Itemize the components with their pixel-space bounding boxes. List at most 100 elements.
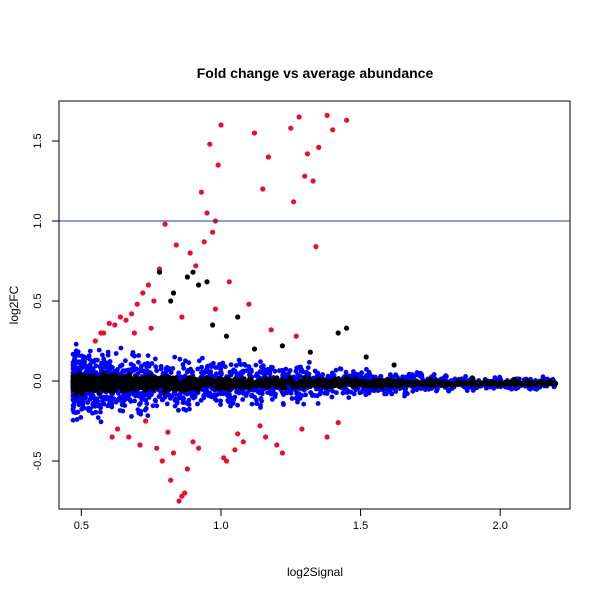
red-point: [159, 458, 165, 464]
blue-band-point: [211, 360, 216, 366]
blue-band-point: [136, 353, 142, 358]
blue-band-point: [218, 391, 224, 397]
black-band-point: [225, 379, 230, 385]
blue-band-point: [304, 369, 309, 375]
red-point: [137, 442, 143, 448]
black-band-point: [240, 378, 246, 384]
blue-band-point: [243, 393, 249, 398]
red-point: [187, 250, 193, 256]
blue-band-point: [95, 415, 101, 420]
black-point: [335, 330, 341, 336]
red-point: [173, 242, 179, 248]
black-band-point: [435, 380, 440, 385]
blue-band-point: [301, 401, 307, 407]
blue-band-point: [283, 366, 289, 372]
blue-band-point: [104, 370, 110, 375]
black-point: [441, 380, 447, 386]
black-point: [525, 378, 531, 384]
red-point: [265, 154, 271, 160]
blue-band-point: [87, 362, 93, 367]
blue-band-point: [286, 371, 291, 376]
x-tick-label: 0.5: [74, 520, 89, 532]
blue-band-point: [186, 402, 192, 407]
blue-band-point: [138, 400, 143, 406]
blue-band-point: [113, 351, 119, 356]
blue-band-point: [83, 363, 89, 369]
black-band-point: [282, 379, 288, 385]
x-tick-label: 1.5: [353, 520, 368, 532]
blue-band-point: [172, 403, 178, 409]
black-band-point: [114, 374, 119, 379]
red-point: [201, 239, 207, 245]
red-point: [134, 301, 140, 307]
red-point: [170, 450, 177, 456]
blue-band-point: [171, 390, 177, 396]
blue-band-point: [299, 393, 305, 398]
black-point: [70, 378, 76, 384]
blue-band-point: [405, 391, 410, 397]
blue-band-point: [98, 405, 103, 411]
blue-band-point: [228, 362, 234, 368]
blue-band-point: [123, 358, 128, 364]
y-tick-label: 1.5: [32, 133, 44, 148]
black-band-point: [293, 381, 299, 387]
y-tick-label: 1.0: [32, 213, 44, 228]
blue-band-point: [140, 397, 146, 402]
red-point: [145, 282, 151, 288]
red-point: [207, 141, 213, 147]
blue-band-point: [89, 394, 94, 399]
blue-band-point: [145, 353, 151, 358]
black-point: [483, 378, 489, 384]
blue-band-point: [107, 400, 113, 406]
black-point: [120, 378, 126, 384]
black-point: [156, 269, 163, 275]
red-point: [344, 117, 350, 123]
red-point: [162, 221, 168, 227]
black-point: [168, 298, 174, 304]
black-band-point: [173, 384, 178, 389]
black-band-point: [532, 380, 538, 386]
blue-band-point: [288, 389, 293, 394]
blue-band-point: [240, 369, 246, 375]
black-point: [176, 380, 182, 386]
blue-band-point: [107, 364, 112, 370]
black-band-point: [108, 389, 113, 395]
red-point: [335, 420, 341, 426]
blue-band-point: [254, 397, 259, 403]
black-band-point: [490, 381, 496, 386]
black-band-point: [150, 381, 156, 387]
blue-band-point: [187, 406, 192, 412]
black-band-point: [185, 387, 190, 393]
black-band-point: [321, 383, 326, 389]
blue-band-point: [70, 407, 76, 412]
blue-band-point: [119, 362, 125, 368]
blue-band-point: [253, 373, 259, 379]
black-band-point: [462, 381, 468, 386]
blue-band-point: [102, 363, 108, 369]
blue-band-point: [219, 371, 224, 377]
black-band-point: [361, 383, 366, 389]
black-point: [371, 378, 378, 384]
blue-band-point: [146, 363, 152, 369]
black-band-point: [243, 383, 249, 389]
black-point: [204, 279, 210, 285]
blue-band-point: [363, 392, 369, 398]
black-point: [427, 376, 433, 382]
black-point: [190, 269, 196, 275]
x-axis-label: log2Signal: [287, 565, 343, 579]
blue-band-point: [176, 370, 182, 376]
black-band-point: [182, 379, 188, 385]
blue-band-point: [129, 414, 134, 419]
blue-band-point: [120, 408, 126, 414]
black-band-point: [208, 376, 214, 382]
black-point: [223, 333, 230, 339]
blue-band-point: [70, 403, 76, 408]
black-point: [358, 380, 364, 386]
black-band-point: [308, 381, 314, 386]
blue-band-point: [85, 400, 91, 405]
blue-band-point: [298, 374, 303, 379]
blue-band-point: [154, 368, 160, 374]
blue-band-point: [83, 355, 88, 361]
x-axis: 0.5 1.0 1.5 2.0: [74, 508, 508, 532]
blue-band-point: [79, 361, 85, 367]
